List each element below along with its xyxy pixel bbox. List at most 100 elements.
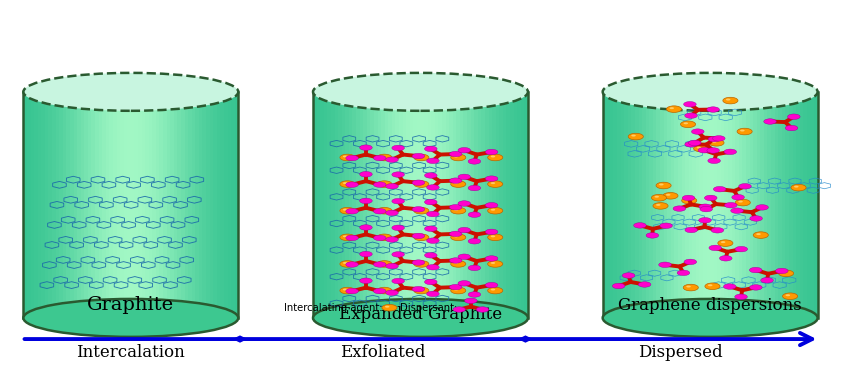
Bar	[399, 92, 404, 318]
Bar	[109, 92, 114, 318]
Bar	[768, 92, 772, 318]
Bar	[77, 92, 82, 318]
Circle shape	[488, 261, 503, 267]
Circle shape	[718, 240, 733, 246]
Bar	[653, 92, 658, 318]
Bar	[735, 92, 740, 318]
Circle shape	[490, 289, 495, 291]
Bar	[224, 92, 229, 318]
Circle shape	[708, 158, 721, 164]
Circle shape	[698, 147, 711, 153]
Bar	[803, 92, 807, 318]
Circle shape	[414, 261, 429, 267]
Circle shape	[382, 305, 397, 311]
Bar	[689, 92, 693, 318]
Circle shape	[756, 233, 761, 235]
Bar	[395, 92, 399, 318]
Circle shape	[485, 149, 498, 155]
Bar	[106, 92, 110, 318]
Circle shape	[373, 235, 386, 240]
Bar	[352, 92, 357, 318]
Circle shape	[764, 119, 776, 124]
Bar	[503, 92, 507, 318]
Circle shape	[373, 262, 386, 267]
Circle shape	[659, 183, 664, 186]
Circle shape	[417, 235, 421, 237]
Circle shape	[380, 235, 384, 237]
Bar	[363, 92, 368, 318]
Circle shape	[386, 157, 399, 163]
Circle shape	[721, 241, 726, 243]
Circle shape	[346, 262, 358, 267]
Ellipse shape	[313, 299, 528, 337]
Circle shape	[451, 154, 466, 161]
Bar	[685, 92, 690, 318]
Bar	[710, 92, 715, 318]
Bar	[692, 92, 696, 318]
Circle shape	[659, 262, 671, 268]
Bar	[621, 92, 625, 318]
Circle shape	[666, 194, 670, 196]
Circle shape	[426, 185, 439, 190]
Bar	[87, 92, 93, 318]
Bar	[510, 92, 515, 318]
Bar	[703, 92, 707, 318]
Circle shape	[343, 209, 347, 211]
Bar	[206, 92, 210, 318]
Circle shape	[699, 217, 711, 223]
Bar	[313, 92, 317, 318]
Bar	[514, 92, 518, 318]
Circle shape	[468, 159, 481, 164]
Circle shape	[781, 271, 786, 273]
Circle shape	[414, 287, 429, 294]
Bar	[98, 92, 103, 318]
Circle shape	[756, 205, 769, 210]
Circle shape	[380, 182, 384, 184]
Bar	[117, 92, 121, 318]
Bar	[184, 92, 189, 318]
Circle shape	[488, 181, 503, 187]
Circle shape	[691, 129, 704, 134]
Bar	[177, 92, 182, 318]
Circle shape	[425, 199, 437, 205]
Bar	[617, 92, 621, 318]
Bar	[814, 92, 818, 318]
Circle shape	[340, 181, 355, 187]
Circle shape	[706, 107, 719, 112]
Circle shape	[490, 235, 495, 237]
Bar	[145, 92, 150, 318]
Bar	[442, 92, 447, 318]
Circle shape	[685, 227, 697, 233]
Bar	[660, 92, 664, 318]
Circle shape	[468, 185, 481, 191]
Bar	[489, 92, 493, 318]
Bar	[627, 92, 632, 318]
Circle shape	[373, 155, 386, 161]
Circle shape	[485, 202, 498, 208]
Text: Exfoliated: Exfoliated	[340, 344, 426, 361]
Circle shape	[392, 198, 405, 204]
Circle shape	[346, 288, 358, 294]
Bar	[463, 92, 468, 318]
Circle shape	[468, 292, 481, 297]
Circle shape	[360, 278, 373, 283]
Bar	[642, 92, 647, 318]
Bar	[135, 92, 139, 318]
Circle shape	[343, 262, 347, 264]
Circle shape	[458, 254, 471, 259]
Circle shape	[633, 223, 646, 228]
Ellipse shape	[603, 299, 817, 337]
Circle shape	[490, 209, 495, 211]
Bar	[41, 92, 45, 318]
Circle shape	[680, 121, 696, 128]
Circle shape	[713, 186, 726, 192]
Bar	[474, 92, 479, 318]
Bar	[603, 92, 817, 318]
Circle shape	[732, 195, 744, 200]
Bar	[381, 92, 385, 318]
Circle shape	[785, 294, 790, 296]
Circle shape	[708, 284, 712, 286]
Bar	[657, 92, 661, 318]
Bar	[313, 92, 528, 318]
Circle shape	[488, 287, 503, 294]
